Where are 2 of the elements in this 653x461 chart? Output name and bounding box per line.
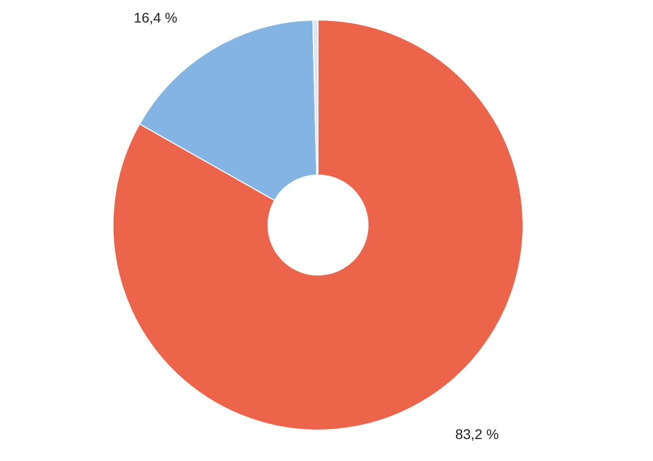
data-label: 83,2 % bbox=[455, 426, 499, 442]
data-label: 16,4 % bbox=[134, 10, 178, 26]
